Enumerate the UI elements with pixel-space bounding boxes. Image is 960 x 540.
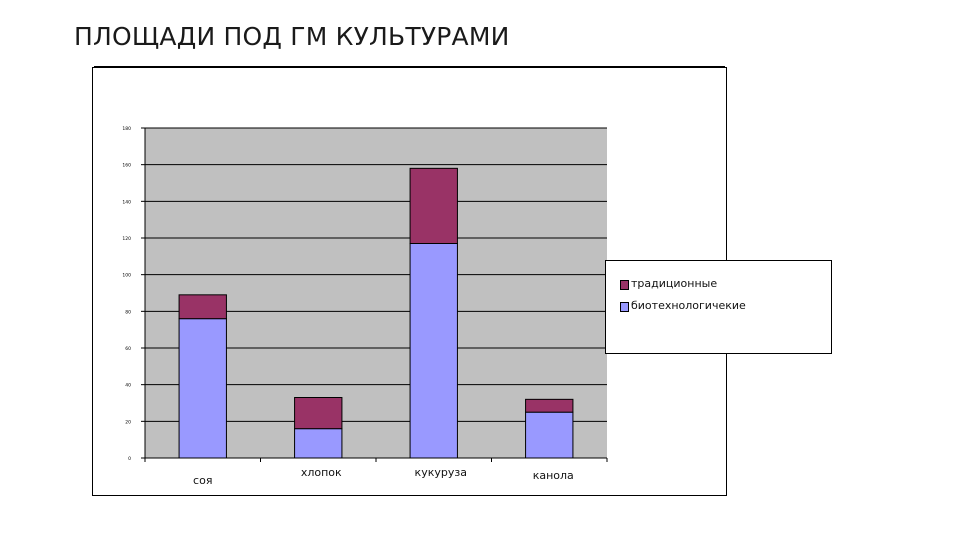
bars <box>178 167 574 459</box>
axes <box>141 127 608 462</box>
bar-канола-series-1 <box>525 398 574 413</box>
bar-канола-series-0 <box>525 411 574 459</box>
y-tick-label-20: 20 <box>125 419 131 425</box>
y-tick-labels: 0 20 40 60 80 100 120 140 160 180 <box>122 126 131 462</box>
legend: традиционные биотехнологичекие <box>605 260 832 354</box>
x-tick-label-соя: соя <box>193 474 212 487</box>
bar-соя-series-0 <box>178 318 227 459</box>
bar-хлопок-series-0 <box>294 428 343 459</box>
x-tick-label-кукуруза: кукуруза <box>415 466 467 479</box>
y-tick-label-180: 180 <box>122 126 131 132</box>
bar-соя-series-1 <box>178 294 227 320</box>
y-tick-label-160: 160 <box>122 163 131 169</box>
y-tick-label-80: 80 <box>125 309 131 315</box>
x-tick-label-хлопок: хлопок <box>301 466 342 479</box>
y-tick-label-60: 60 <box>125 346 131 352</box>
bar-кукуруза-series-0 <box>409 243 458 459</box>
y-tick-label-140: 140 <box>122 199 131 205</box>
legend-swatch-biotech <box>620 302 629 312</box>
bar-кукуруза-series-1 <box>409 167 458 244</box>
legend-label-biotech: биотехнологичекие <box>631 299 746 312</box>
y-tick-label-0: 0 <box>128 456 131 462</box>
legend-label-traditional: традиционные <box>631 277 718 290</box>
x-tick-labels: соя хлопок кукуруза канола <box>193 466 574 487</box>
y-tick-label-120: 120 <box>122 236 131 242</box>
bar-хлопок-series-1 <box>294 397 343 430</box>
slide-title: ПЛОЩАДИ ПОД ГМ КУЛЬТУРАМИ <box>74 22 510 51</box>
y-tick-label-40: 40 <box>125 383 131 389</box>
y-tick-label-100: 100 <box>122 273 131 279</box>
legend-swatch-traditional <box>620 280 629 290</box>
x-tick-label-канола: канола <box>533 469 574 482</box>
